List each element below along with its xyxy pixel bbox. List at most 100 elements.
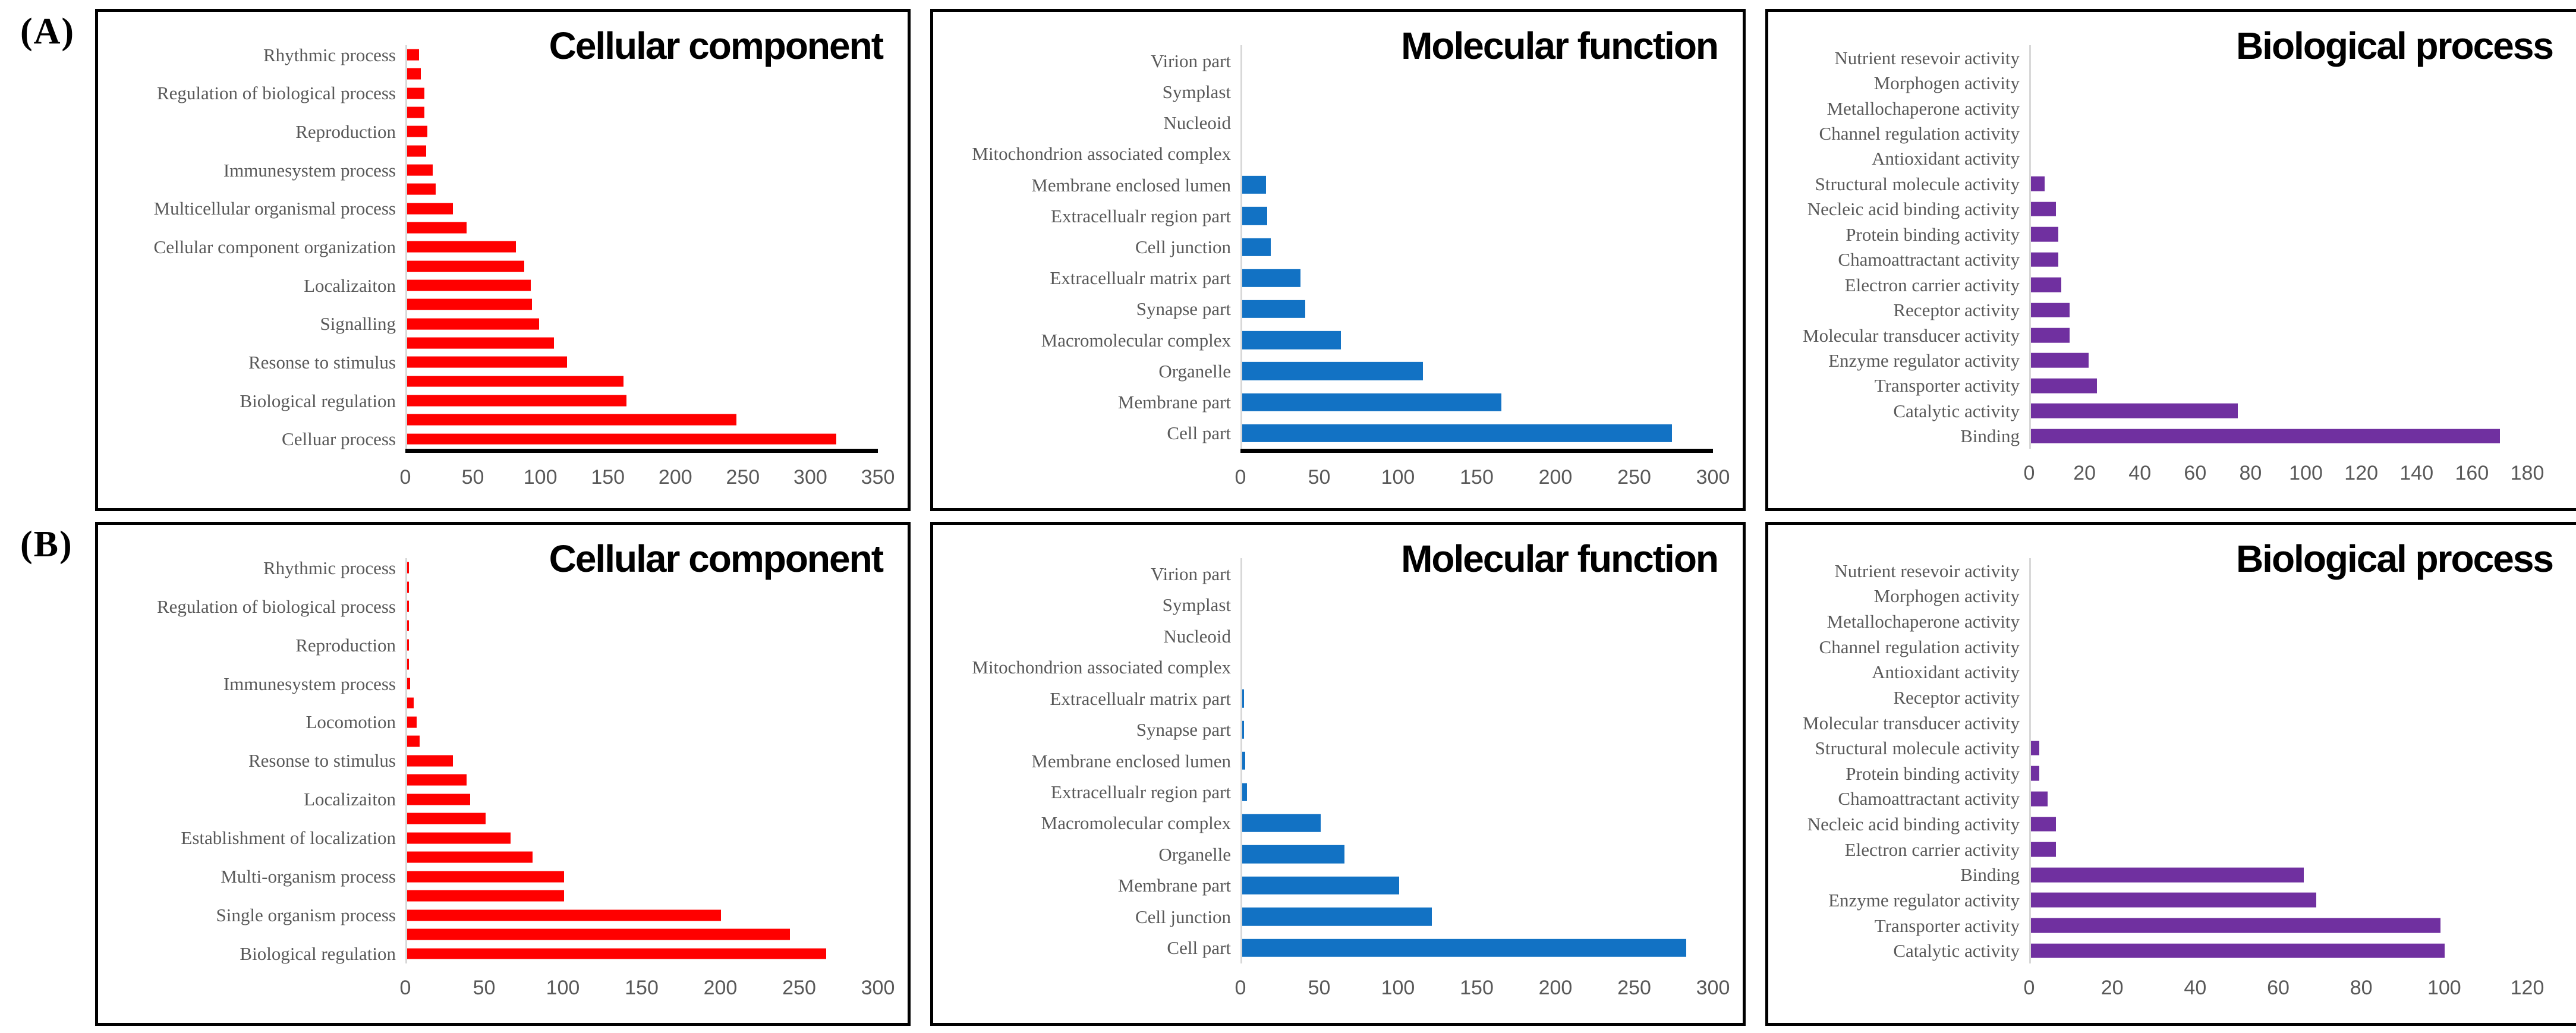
axis-tick-label: 0 <box>399 977 411 999</box>
category-label: Transporter activity <box>1874 915 2020 936</box>
plot-area: Virion part Symplast Nucleoid Mitochondrion… <box>948 558 1713 964</box>
category-label: Molecular transducer activity <box>1803 325 2020 346</box>
category-label: Multi-organism process <box>221 866 396 887</box>
bar-track <box>1240 325 1713 356</box>
chart-row <box>113 141 878 160</box>
axis-tick-label: 140 <box>2399 462 2434 484</box>
chart-row: Morphogen activity <box>1783 70 2527 96</box>
bar <box>407 600 409 612</box>
chart-row: Membrane enclosed lumen <box>948 745 1713 777</box>
plot-area: Nutrient resevoir activity Morphogen acti… <box>1783 558 2527 963</box>
category-label: Catalytic activity <box>1893 940 2020 962</box>
chart-row: Mitochondrion associated complex <box>948 138 1713 169</box>
bar <box>407 755 453 767</box>
bar <box>407 164 433 176</box>
bar-track <box>2029 146 2527 172</box>
chart-row: Locomotion <box>113 712 878 732</box>
bar-track <box>2029 70 2527 96</box>
chart-title: Molecular function <box>1401 537 1719 580</box>
chart-row: Cellular component organization <box>113 237 878 257</box>
chart-row: Symplast <box>948 589 1713 621</box>
axis-tick-label: 300 <box>1696 977 1730 999</box>
bar-track <box>2029 373 2527 399</box>
bar-track <box>2029 659 2527 685</box>
x-axis: 0 50 100 150 200 250 300 <box>113 963 895 1023</box>
axis-tick-label: 120 <box>2510 977 2544 999</box>
bar-track <box>405 616 878 635</box>
bar-track <box>2029 609 2527 634</box>
bar <box>2031 429 2500 444</box>
chart-row <box>113 577 878 597</box>
category-label: Morphogen activity <box>1873 73 2020 94</box>
chart-row: Antioxidant activity <box>1783 659 2527 685</box>
bar <box>2031 327 2070 343</box>
chart-row <box>113 693 878 713</box>
bar <box>407 659 409 670</box>
bar <box>407 433 836 445</box>
category-label: Protein binding activity <box>1846 763 2020 784</box>
chart-title: Molecular function <box>1401 24 1719 67</box>
category-label: Channel regulation activity <box>1819 123 2020 144</box>
axis-tick-label: 120 <box>2344 462 2379 484</box>
axis-spacer <box>113 963 405 1023</box>
axis-tick-label: 50 <box>1308 977 1331 999</box>
bar <box>2031 842 2056 857</box>
bar <box>2031 303 2070 317</box>
category-label: Structural molecule activity <box>1815 173 2020 194</box>
category-label: Mitochondrion associated complex <box>972 143 1231 165</box>
chart-row: Nutrient resevoir activity <box>1783 558 2527 584</box>
bar-track <box>2029 423 2527 449</box>
bar-track <box>405 867 878 886</box>
axis-tick-label: 200 <box>1538 977 1573 999</box>
axis-tick-label: 0 <box>2023 977 2035 999</box>
bar <box>1242 331 1341 349</box>
axis-tick-label: 0 <box>1235 466 1246 489</box>
axis-tick-label: 80 <box>2239 462 2262 484</box>
axis-spacer <box>948 963 1240 1023</box>
chart-row <box>113 256 878 276</box>
category-label: Organelle <box>1158 843 1231 865</box>
chart-row: Membrane part <box>948 870 1713 902</box>
chart-row <box>113 654 878 674</box>
axis-tick-label: 60 <box>2184 462 2207 484</box>
bar-track <box>405 944 878 963</box>
bar-track <box>405 45 878 65</box>
chart-row: Multicellular organismal process <box>113 199 878 218</box>
chart-row: Localizaiton <box>113 275 878 295</box>
bar <box>407 299 533 310</box>
bar-track <box>2029 836 2527 862</box>
bar-track <box>1240 417 1713 449</box>
axis-tick-label: 40 <box>2184 977 2207 999</box>
chart-panel-a-cellular-component: Cellular component Rhythmic process Regula… <box>95 9 911 511</box>
axis-tick-label: 250 <box>726 466 760 489</box>
bar-track <box>2029 322 2527 348</box>
axis-tick-label: 350 <box>861 466 895 489</box>
bar-track <box>2029 862 2527 888</box>
chart-row: Necleic acid binding activity <box>1783 811 2527 837</box>
chart-title: Cellular component <box>549 537 884 580</box>
axis-tick-label: 150 <box>625 977 659 999</box>
bar-track <box>2029 735 2527 761</box>
chart-row: Symplast <box>948 76 1713 108</box>
bar-track <box>2029 710 2527 736</box>
chart-row: Membrane part <box>948 386 1713 418</box>
axis-tick-label: 150 <box>1460 466 1494 489</box>
category-label: Reproduction <box>295 121 396 142</box>
axis-ticks: 0 20 40 60 80 100 120 140 160 180 <box>2024 449 2544 508</box>
bar-track <box>1240 200 1713 232</box>
axis-tick-label: 150 <box>591 466 625 489</box>
chart-row: Nucleoid <box>948 620 1713 652</box>
bar-track <box>2029 887 2527 913</box>
chart-row: Multi-organism process <box>113 867 878 886</box>
bar-track <box>405 848 878 867</box>
category-label: Resonse to stimulus <box>248 351 396 373</box>
bar-track <box>2029 761 2527 786</box>
bar <box>407 376 624 388</box>
category-label: Establishment of localization <box>181 827 396 849</box>
category-label: Rhythmic process <box>263 44 396 65</box>
bar-track <box>2029 811 2527 837</box>
chart-row: Molecular transducer activity <box>1783 322 2527 348</box>
category-label: Necleic acid binding activity <box>1807 199 2020 220</box>
category-label: Extracellualr matrix part <box>1050 688 1231 709</box>
